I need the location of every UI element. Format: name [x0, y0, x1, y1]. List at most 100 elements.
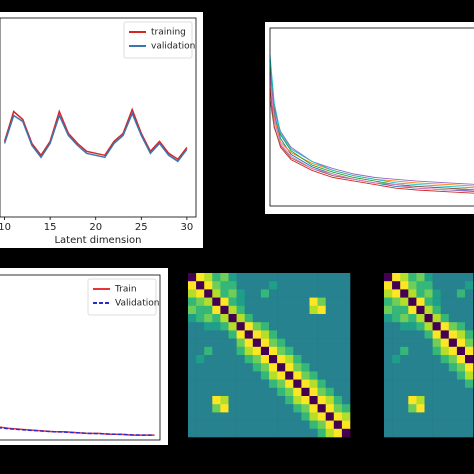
heatmap-cell: [244, 346, 254, 356]
heatmap-cell: [408, 297, 417, 307]
heatmap-cell: [456, 387, 466, 397]
heatmap-cell: [244, 412, 254, 421]
heatmap-cell: [269, 305, 278, 315]
heatmap-cell: [341, 428, 351, 438]
heatmap-cell: [293, 273, 302, 282]
heatmap-cell: [309, 281, 318, 290]
heatmap-cell: [252, 428, 262, 438]
heatmap-cell: [325, 305, 335, 315]
heatmap-cell: [325, 428, 335, 438]
heatmap-cell: [448, 346, 458, 356]
heatmap-cell: [317, 322, 326, 331]
heatmap-cell: [456, 363, 466, 372]
heatmap-cell: [440, 420, 450, 430]
heatmap-cell: [252, 281, 262, 290]
heatmap-cell: [188, 346, 197, 356]
heatmap-cell: [212, 338, 221, 348]
heatmap-cell: [432, 412, 441, 421]
heatmap-cell: [465, 363, 474, 372]
heatmap-cell: [228, 338, 237, 348]
heatmap-cell: [220, 428, 229, 438]
heatmap-cell: [188, 363, 197, 372]
heatmap-cell: [440, 412, 450, 421]
heatmap-cell: [456, 273, 466, 282]
heatmap-cell: [260, 330, 270, 339]
heatmap-cell: [465, 338, 474, 348]
heatmap-cell: [440, 314, 450, 323]
heatmap-cell: [325, 289, 335, 298]
heatmap-cell: [220, 289, 229, 298]
heatmap-cell: [277, 363, 286, 372]
heatmap-cell: [252, 330, 262, 339]
heatmap-cell: [244, 314, 254, 323]
heatmap-cell: [252, 273, 262, 282]
heatmap-cell: [400, 387, 409, 397]
heatmap-cell: [440, 297, 450, 307]
heatmap-cell: [317, 305, 326, 315]
heatmap-cell: [432, 346, 441, 356]
heatmap-cell: [196, 322, 205, 331]
heatmap-cell: [400, 305, 409, 315]
heatmap-cell: [392, 289, 401, 298]
heatmap-cell: [456, 338, 466, 348]
heatmap-cell: [465, 379, 474, 389]
heatmap-cell: [252, 379, 262, 389]
heatmap-cell: [220, 322, 229, 331]
heatmap-cell: [424, 396, 433, 405]
heatmap-cell: [465, 355, 474, 364]
heatmap-cell: [212, 355, 221, 364]
heatmap-cell: [204, 322, 213, 331]
heatmap-cell: [188, 273, 197, 282]
heatmap-cell: [301, 363, 310, 372]
heatmap-cell: [220, 314, 229, 323]
heatmap-cell: [448, 387, 458, 397]
heatmap-cell: [236, 330, 245, 339]
heatmap-cell: [416, 330, 425, 339]
heatmap-cell: [212, 396, 221, 405]
heatmap-cell: [440, 330, 450, 339]
heatmap-cell: [285, 420, 294, 430]
heatmap-cell: [333, 346, 343, 356]
heatmap-cell: [293, 314, 302, 323]
heatmap-cell: [408, 396, 417, 405]
heatmap-cell: [277, 330, 286, 339]
heatmap-cell: [236, 371, 245, 380]
heatmap-cell: [317, 371, 326, 380]
heatmap-cell: [196, 289, 205, 298]
heatmap-cell: [392, 322, 401, 331]
heatmap-cell: [432, 371, 441, 380]
heatmap-cell: [252, 314, 262, 323]
heatmap-cell: [416, 355, 425, 364]
heatmap-cell: [228, 404, 237, 413]
heatmap-cell: [408, 412, 417, 421]
heatmap-cell: [432, 379, 441, 389]
heatmap-cell: [260, 428, 270, 438]
heatmap-cell: [236, 338, 245, 348]
heatmap-cell: [333, 297, 343, 307]
heatmap-cell: [416, 273, 425, 282]
heatmap-cell: [293, 412, 302, 421]
heatmap-cell: [400, 338, 409, 348]
heatmap-cell: [285, 330, 294, 339]
heatmap-cell: [408, 371, 417, 380]
heatmap-cell: [325, 330, 335, 339]
heatmap-cell: [260, 396, 270, 405]
heatmap-cell: [269, 404, 278, 413]
heatmap-cell: [424, 281, 433, 290]
heatmap-cell: [333, 412, 343, 421]
heatmap-cell: [432, 404, 441, 413]
heatmap-cell: [220, 355, 229, 364]
heatmap-cell: [309, 273, 318, 282]
heatmap-cell: [432, 289, 441, 298]
heatmap-cell: [456, 297, 466, 307]
heatmap-cell: [309, 404, 318, 413]
heatmap-cell: [196, 363, 205, 372]
heatmap-cell: [465, 346, 474, 356]
heatmap-cell: [333, 305, 343, 315]
heatmap-cell: [293, 338, 302, 348]
heatmap-cell: [309, 289, 318, 298]
heatmap-cell: [448, 281, 458, 290]
heatmap-cell: [301, 305, 310, 315]
heatmap-cell: [301, 297, 310, 307]
heatmap-cell: [416, 420, 425, 430]
